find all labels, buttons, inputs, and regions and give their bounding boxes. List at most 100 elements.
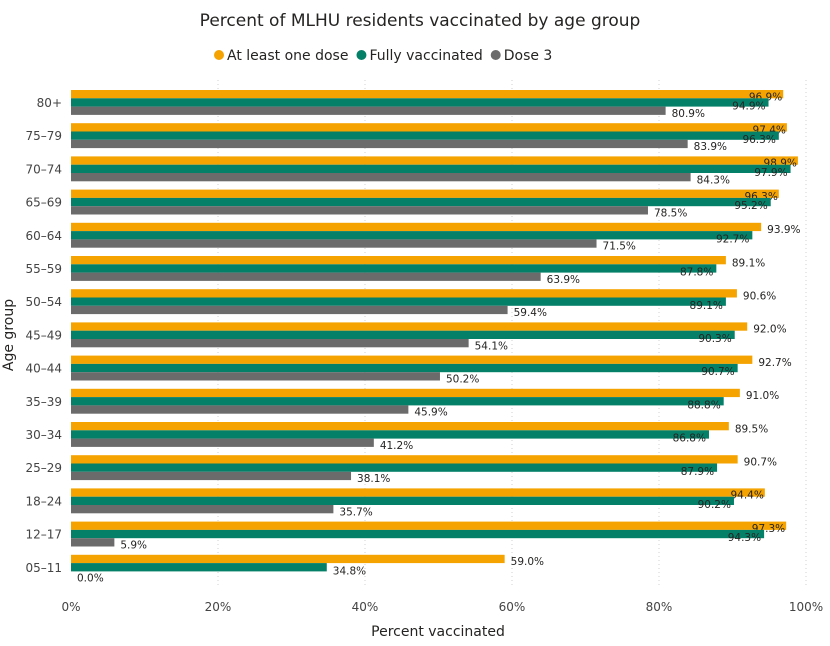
bar [71, 189, 779, 198]
bar [71, 206, 648, 215]
data-label: 94.3% [728, 532, 761, 544]
bar [71, 372, 440, 381]
data-label: 35.7% [339, 506, 372, 518]
bar [71, 563, 327, 572]
data-label: 54.1% [475, 340, 508, 352]
bar [71, 156, 798, 165]
data-label: 41.2% [380, 440, 413, 452]
bar [71, 264, 717, 273]
y-tick-label: 60–64 [25, 229, 62, 243]
y-tick-label: 55–59 [25, 262, 62, 276]
bar [71, 98, 769, 107]
bar [71, 239, 597, 248]
data-label: 95.2% [734, 200, 767, 212]
bar [71, 422, 729, 431]
legend: At least one dose Fully vaccinated Dose 3 [214, 48, 552, 64]
bar [71, 297, 726, 306]
x-tick-label: 80% [646, 600, 673, 614]
bar [71, 529, 765, 539]
data-label: 94.4% [730, 490, 763, 502]
bar [71, 139, 688, 149]
bar [71, 222, 762, 232]
bar [71, 90, 784, 99]
bar [71, 339, 469, 348]
data-label: 93.9% [767, 224, 800, 236]
y-tick-label: 25–29 [25, 461, 62, 475]
y-tick-label: 05–11 [25, 561, 62, 575]
y-axis-labels: 80+ 75–79 70–74 65–69 60–64 55–59 50–54 45–49 40… [25, 96, 62, 575]
data-label: 92.7% [758, 357, 791, 369]
data-label: 78.5% [654, 208, 687, 220]
data-label: 38.1% [357, 473, 390, 485]
y-tick-label: 40–44 [25, 362, 62, 376]
bar [71, 123, 787, 132]
data-label: 92.0% [753, 324, 786, 336]
bar [71, 496, 734, 505]
legend-label: At least one dose [227, 48, 348, 64]
data-label: 59.0% [511, 556, 544, 568]
data-label: 71.5% [603, 241, 636, 253]
x-tick-label: 40% [352, 600, 379, 614]
bar [71, 455, 738, 464]
bar [71, 521, 787, 530]
bar [71, 197, 771, 207]
data-label: 88.8% [687, 399, 720, 411]
data-label: 89.1% [732, 257, 765, 269]
bar [71, 538, 115, 547]
bar [71, 405, 409, 414]
x-tick-label: 0% [61, 600, 80, 614]
data-label: 45.9% [414, 407, 447, 419]
bar [71, 355, 753, 364]
bar [71, 272, 541, 281]
y-tick-label: 65–69 [25, 196, 62, 210]
y-tick-label: 75–79 [25, 129, 62, 143]
legend-marker [214, 50, 224, 60]
bar [71, 173, 691, 182]
bar [71, 438, 374, 447]
bar [71, 305, 508, 315]
x-tick-label: 20% [205, 600, 232, 614]
bar [71, 106, 666, 115]
y-tick-label: 50–54 [25, 295, 62, 309]
bar [71, 430, 709, 439]
y-tick-label: 80+ [37, 96, 62, 110]
legend-marker [356, 50, 367, 60]
data-label: 86.8% [673, 433, 706, 445]
data-label: 5.9% [120, 540, 147, 552]
data-label: 63.9% [547, 274, 580, 286]
data-label: 90.6% [743, 291, 776, 303]
data-label: 87.9% [681, 466, 714, 478]
y-axis-title: Age group [1, 299, 17, 371]
bar [71, 289, 737, 298]
data-label: 89.5% [735, 423, 768, 435]
data-label: 96.3% [742, 134, 775, 146]
bar [71, 330, 735, 339]
bar [71, 554, 505, 564]
data-label: 84.3% [697, 174, 730, 186]
data-label: 90.3% [698, 333, 731, 345]
y-tick-label: 35–39 [25, 395, 62, 409]
bar [71, 322, 748, 331]
bar [71, 131, 779, 140]
bar [71, 397, 724, 406]
legend-marker [490, 50, 501, 60]
y-tick-label: 12–17 [25, 528, 62, 542]
x-axis-labels: 0% 20% 40% 60% 80% 100% [61, 600, 823, 614]
data-label: 87.8% [680, 267, 713, 279]
x-axis-title: Percent vaccinated [371, 624, 505, 640]
bar [71, 256, 726, 265]
data-label: 89.1% [690, 300, 723, 312]
x-tick-label: 100% [789, 600, 823, 614]
data-label: 90.7% [701, 366, 734, 378]
bar [71, 231, 753, 240]
data-label: 50.2% [446, 374, 479, 386]
data-label: 59.4% [514, 307, 547, 319]
bar [71, 363, 738, 373]
y-tick-label: 70–74 [25, 162, 62, 176]
legend-label: Fully vaccinated [369, 48, 482, 64]
y-tick-label: 30–34 [25, 428, 62, 442]
bar [71, 505, 334, 514]
bar [71, 164, 791, 173]
data-label: 34.8% [333, 565, 366, 577]
